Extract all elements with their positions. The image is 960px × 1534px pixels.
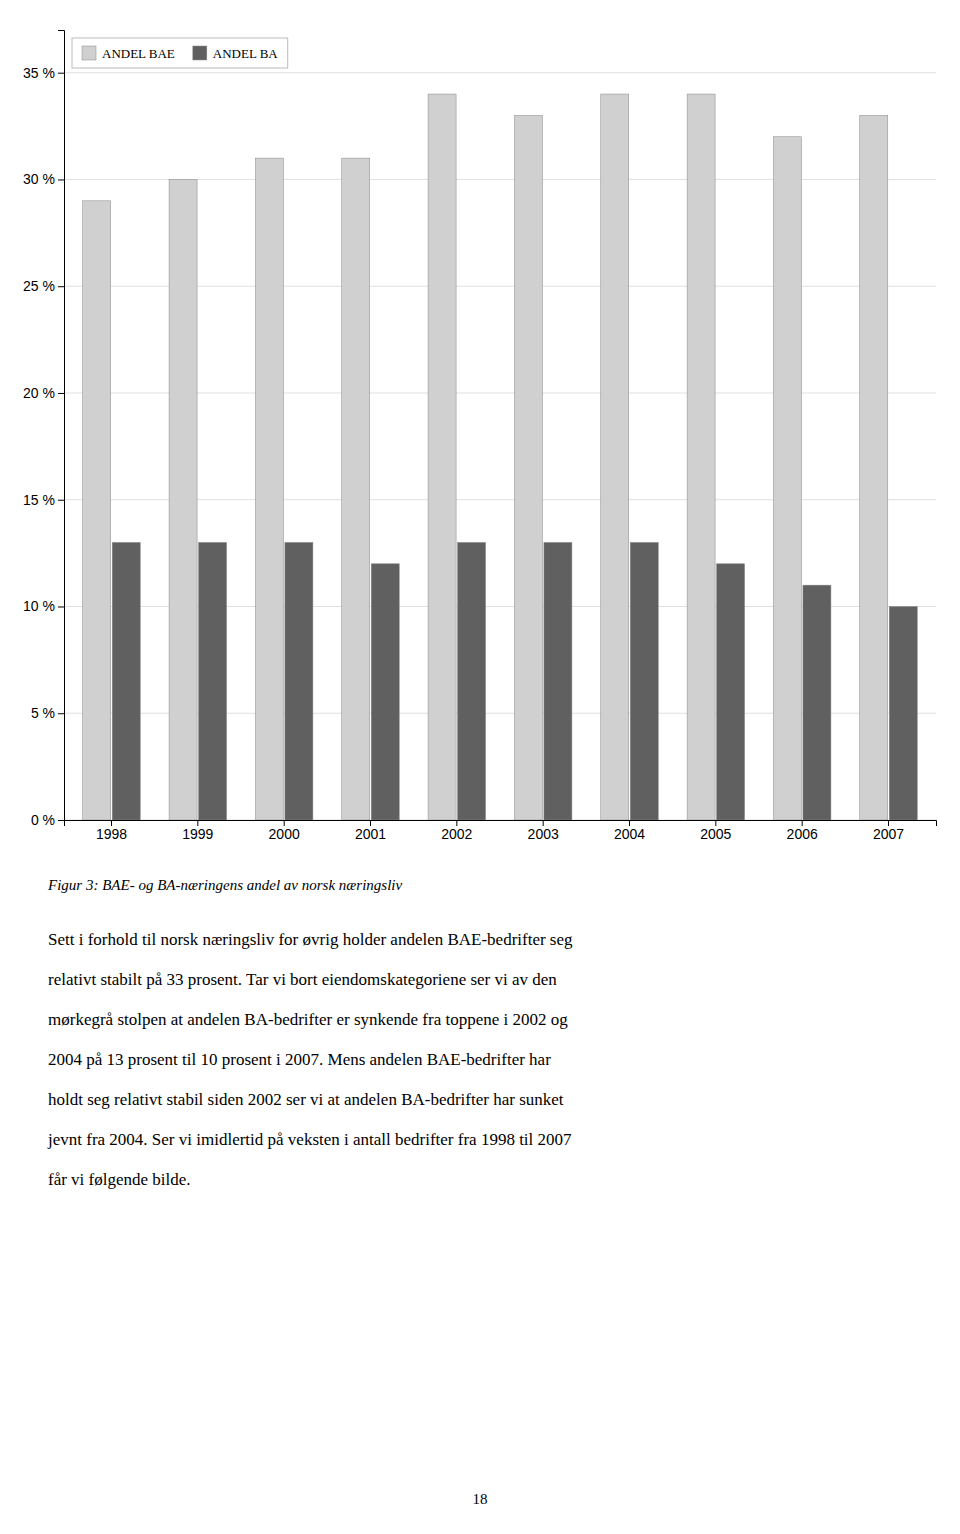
bar (255, 158, 283, 820)
legend-swatch (193, 46, 207, 60)
bar (889, 606, 917, 820)
page-number: 18 (473, 1491, 488, 1507)
legend: ANDEL BAE ANDEL BA (72, 38, 288, 68)
y-tick: 0 % (31, 812, 64, 828)
x-tick: 2002 (441, 820, 472, 842)
x-tick: 2006 (787, 820, 818, 842)
bar (717, 564, 745, 820)
x-tick: 1999 (182, 820, 213, 842)
body-text: mørkegrå stolpen at andelen BA-bedrifter… (48, 1010, 568, 1029)
y-tick: 20 % (23, 385, 64, 401)
y-tick: 25 % (23, 278, 64, 294)
bar (112, 542, 140, 820)
bar-series (112, 542, 917, 820)
y-tick-mark (58, 179, 64, 180)
legend-item: ANDEL BAE (82, 46, 175, 61)
legend-swatch (82, 46, 96, 60)
y-tick-label: 5 % (31, 705, 55, 721)
x-tick-label: 2004 (614, 826, 645, 842)
y-tick-label: 10 % (23, 598, 55, 614)
x-tick-label: 2006 (787, 826, 818, 842)
y-tick-mark (58, 286, 64, 287)
x-tick: 2001 (355, 820, 386, 842)
y-tick-mark (58, 500, 64, 501)
chart: 0 % 5 % 10 % 15 % 20 % 25 % 30 % 35 % 1998 1999 20… (23, 31, 936, 842)
bar (630, 542, 658, 820)
y-tick-label: 30 % (23, 171, 55, 187)
y-axis: 0 % 5 % 10 % 15 % 20 % 25 % 30 % 35 % (23, 31, 64, 828)
bar (514, 115, 542, 820)
bar (458, 542, 486, 820)
grid (64, 73, 936, 820)
bar (285, 542, 313, 820)
bar (428, 94, 456, 820)
y-tick-mark (58, 606, 64, 607)
body-text: Sett i forhold til norsk næringsliv for … (48, 930, 573, 949)
y-tick-label: 25 % (23, 278, 55, 294)
x-tick-label: 2007 (873, 826, 904, 842)
y-tick-mark (58, 73, 64, 74)
caption: Figur 3: BAE- og BA-næringens andel av n… (47, 877, 402, 893)
y-tick: 5 % (31, 705, 64, 721)
legend-label: ANDEL BAE (102, 46, 175, 61)
y-tick-label: 35 % (23, 65, 55, 81)
x-axis: 1998 1999 2000 2001 2002 2003 2004 2005 2006 2007 (65, 820, 937, 842)
x-tick-label: 2005 (700, 826, 731, 842)
body-text: får vi følgende bilde. (48, 1170, 191, 1189)
y-tick: 10 % (23, 598, 64, 614)
x-tick: 1998 (96, 820, 127, 842)
bar-series (83, 94, 888, 820)
body-text: relativt stabilt på 33 prosent. Tar vi b… (48, 970, 557, 989)
x-tick: 2004 (614, 820, 645, 842)
x-tick-label: 1998 (96, 826, 127, 842)
bar (342, 158, 370, 820)
page: 0 % 5 % 10 % 15 % 20 % 25 % 30 % 35 % 1998 1999 20… (0, 0, 960, 1534)
y-tick-label: 15 % (23, 492, 55, 508)
y-tick-label: 0 % (31, 812, 55, 828)
bar (169, 179, 197, 820)
y-tick: 30 % (23, 171, 64, 187)
bar (199, 542, 227, 820)
body-text: 2004 på 13 prosent til 10 prosent i 2007… (48, 1050, 551, 1069)
x-tick-label: 2003 (528, 826, 559, 842)
x-tick-label: 2001 (355, 826, 386, 842)
y-tick-mark (58, 713, 64, 714)
x-tick: 2005 (700, 820, 731, 842)
x-tick-label: 2000 (269, 826, 300, 842)
y-tick: 35 % (23, 65, 64, 81)
x-tick: 2007 (873, 820, 904, 842)
legend-label: ANDEL BA (213, 46, 278, 61)
bars (83, 94, 918, 820)
y-tick-mark (58, 820, 64, 821)
bar (83, 201, 111, 820)
y-axis-line (58, 31, 65, 821)
grid-line (64, 72, 936, 73)
y-tick-label: 20 % (23, 385, 55, 401)
bar (860, 115, 888, 820)
bar (544, 542, 572, 820)
legend-box (72, 38, 288, 68)
x-tick-label: 1999 (182, 826, 213, 842)
bar (687, 94, 715, 820)
bar (803, 585, 831, 820)
y-tick: 15 % (23, 492, 64, 508)
legend-item: ANDEL BA (193, 46, 278, 61)
body-text: holdt seg relativt stabil siden 2002 ser… (48, 1090, 564, 1109)
bar (773, 137, 801, 820)
y-tick-mark (58, 393, 64, 394)
x-tick: 2003 (528, 820, 559, 842)
bar (371, 564, 399, 820)
x-tick-label: 2002 (441, 826, 472, 842)
bar (601, 94, 629, 820)
body-text: jevnt fra 2004. Ser vi imidlertid på vek… (47, 1130, 572, 1149)
x-tick: 2000 (269, 820, 300, 842)
